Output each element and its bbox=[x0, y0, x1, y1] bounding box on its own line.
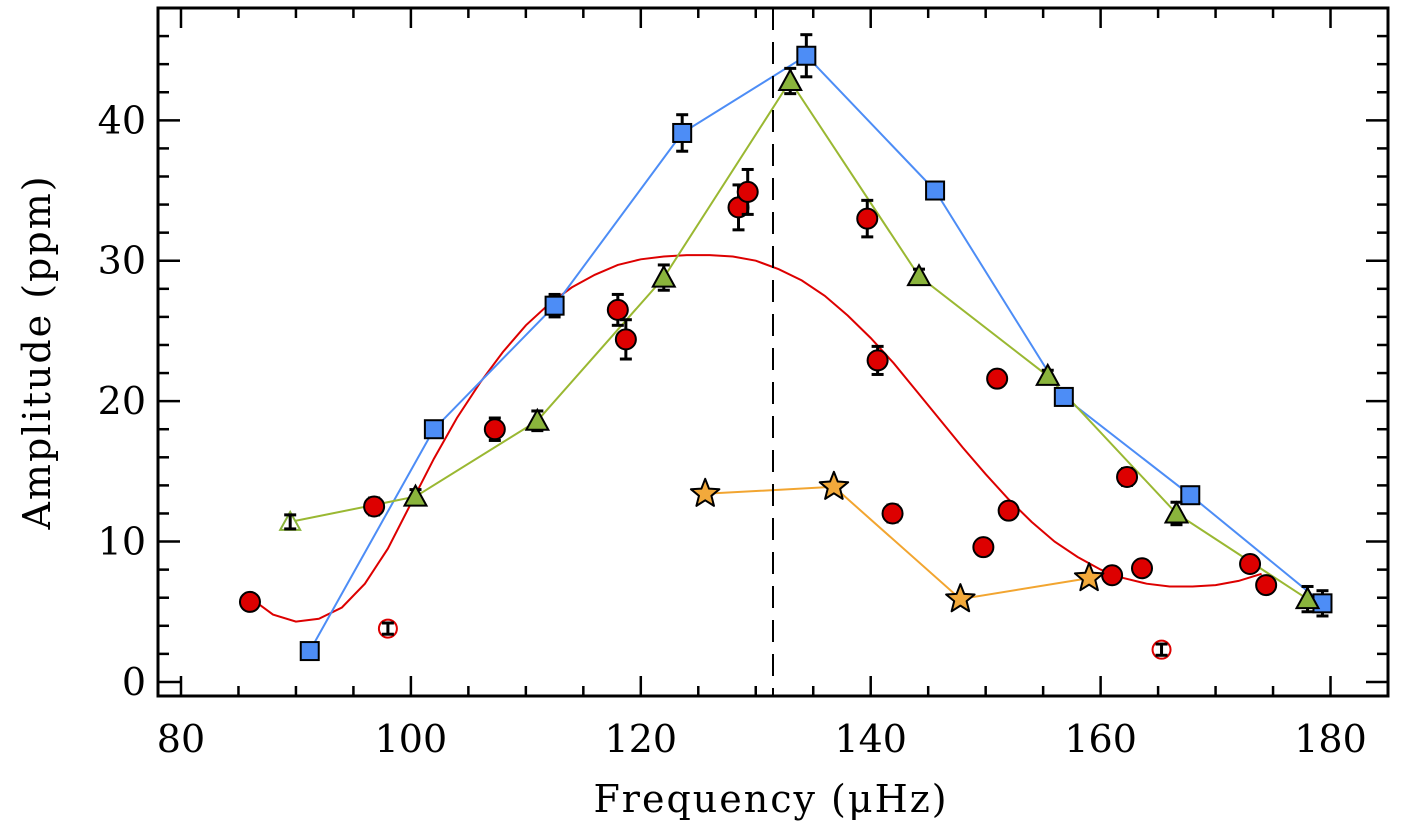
triangles-point-5-triangle-marker bbox=[906, 263, 932, 287]
circles-point-14-circle-marker bbox=[1101, 564, 1124, 587]
circles-point-7-circle-marker bbox=[736, 180, 759, 203]
x-axis-title: Frequency (μHz) bbox=[593, 777, 948, 821]
y-axis-title: Amplitude (ppm) bbox=[15, 174, 59, 530]
tick-labels-layer: 80 100 120 140 160 180 0 10 20 30 40 bbox=[98, 98, 1367, 761]
circles-point-1-circle-marker bbox=[363, 495, 386, 518]
circles-point-12-circle-marker bbox=[986, 367, 1009, 390]
squares-point-5-square-marker bbox=[925, 180, 946, 201]
squares-point-4-square-marker bbox=[796, 45, 817, 66]
circles-point-15-circle-marker bbox=[1116, 465, 1139, 488]
circles-point-18-circle-marker bbox=[1239, 553, 1262, 576]
circles-point-11-circle-marker bbox=[972, 536, 995, 559]
squares-point-1-square-marker bbox=[423, 419, 444, 440]
circles-point-10-circle-marker bbox=[881, 502, 904, 525]
stars-point-2-star-marker bbox=[945, 583, 976, 613]
stars-point-0-star-marker bbox=[689, 477, 721, 507]
axis-ticks-layer bbox=[158, 8, 1390, 696]
triangles-point-8-triangle-marker bbox=[1294, 586, 1321, 610]
x-tick-label-80: 80 bbox=[157, 717, 205, 761]
stars-point-3-star-marker bbox=[1073, 562, 1105, 592]
circles-point-9-circle-marker bbox=[866, 349, 889, 372]
plot-frame-layer bbox=[156, 6, 1390, 698]
x-tick-label-100: 100 bbox=[375, 717, 448, 761]
triangles-point-7-triangle-marker bbox=[1163, 500, 1190, 524]
x-tick-label-180: 180 bbox=[1294, 717, 1367, 761]
triangles-point-3-triangle-marker bbox=[651, 264, 677, 288]
x-tick-label-140: 140 bbox=[834, 717, 907, 761]
squares-point-2-square-marker bbox=[544, 295, 565, 316]
y-tick-label-20: 20 bbox=[98, 379, 146, 423]
squares-point-3-square-marker bbox=[672, 122, 693, 143]
squares-point-7-square-marker bbox=[1180, 485, 1201, 506]
triangles-point-2-triangle-marker bbox=[524, 407, 551, 431]
x-tick-label-120: 120 bbox=[605, 717, 678, 761]
circles-point-13-circle-marker bbox=[997, 499, 1020, 522]
triangles-point-6-triangle-marker bbox=[1035, 362, 1061, 386]
plot-frame bbox=[156, 6, 1390, 698]
data-points-layer bbox=[238, 33, 1333, 662]
y-tick-label-30: 30 bbox=[98, 239, 146, 283]
y-tick-label-10: 10 bbox=[98, 520, 146, 564]
series-lines-layer bbox=[290, 54, 1324, 652]
triangles-series-line bbox=[290, 79, 1309, 600]
circles-point-0-circle-marker bbox=[238, 590, 261, 613]
x-tick-label-160: 160 bbox=[1064, 717, 1137, 761]
circles-point-5-circle-marker bbox=[614, 328, 637, 351]
circles-point-8-circle-marker bbox=[856, 207, 879, 230]
circles-point-4-circle-marker bbox=[606, 298, 629, 321]
y-tick-label-0: 0 bbox=[122, 660, 146, 704]
squares-point-0-square-marker bbox=[299, 641, 320, 662]
triangles-point-4-triangle-marker bbox=[777, 67, 803, 92]
stars-point-1-star-marker bbox=[818, 470, 850, 500]
y-tick-label-40: 40 bbox=[98, 98, 146, 142]
stars-series-line bbox=[705, 485, 1090, 601]
circles-point-3-circle-marker bbox=[483, 418, 506, 441]
circles-point-19-circle-marker bbox=[1255, 574, 1278, 597]
circles-point-16-circle-marker bbox=[1131, 557, 1153, 580]
squares-point-6-square-marker bbox=[1053, 386, 1074, 407]
triangles-point-1-triangle-marker bbox=[402, 483, 429, 507]
squares-series-line bbox=[308, 54, 1324, 652]
